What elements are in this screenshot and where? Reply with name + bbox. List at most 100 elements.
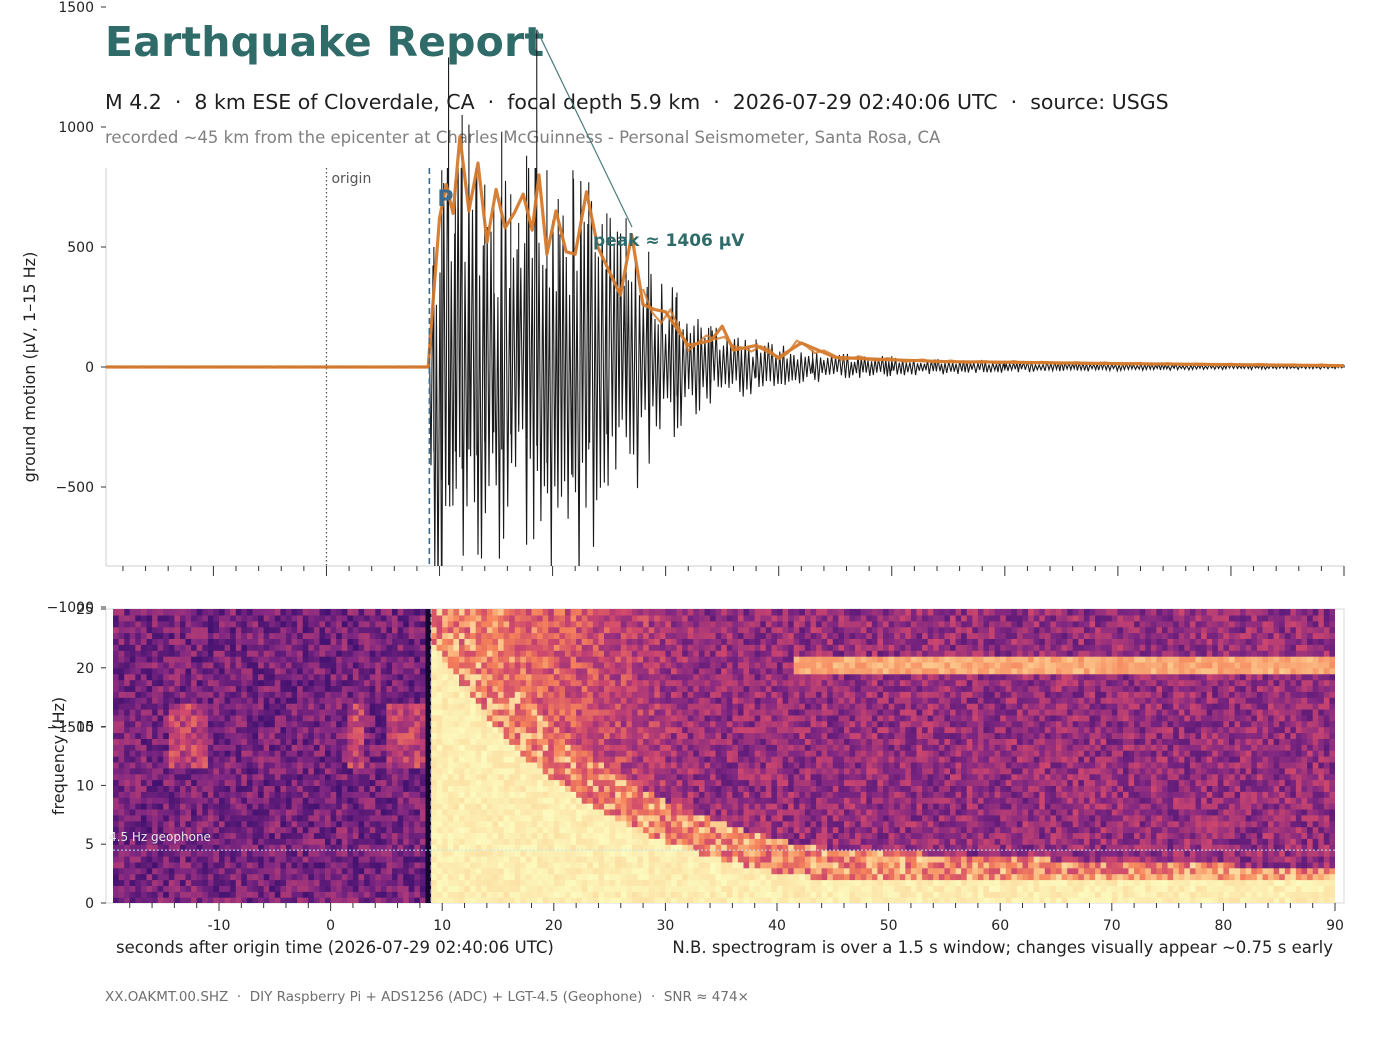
spectrogram-cell — [592, 826, 600, 834]
spectrogram-cell — [118, 732, 125, 739]
spectrogram-cell — [615, 844, 622, 851]
spectrogram-cell — [520, 709, 527, 716]
spectrogram-cell — [330, 614, 337, 622]
spectrogram-cell — [180, 797, 187, 804]
spectrogram-cell — [587, 632, 594, 639]
spectrogram-cell — [336, 897, 343, 903]
spectrogram-cell — [442, 720, 449, 728]
spectrogram-cell — [542, 756, 549, 763]
spectrogram-cell — [246, 638, 254, 645]
spectrogram-cell — [626, 820, 633, 828]
spectrogram-cell — [241, 638, 248, 645]
spectrogram-cell — [408, 726, 415, 734]
spectrogram-cell — [425, 891, 432, 898]
spectrogram-cell — [403, 756, 410, 763]
spectrogram-cell — [414, 626, 421, 634]
spectrogram-cell — [274, 656, 281, 663]
spectrogram-cell — [224, 732, 231, 739]
spectrogram-cell — [470, 656, 477, 663]
spectrogram-cell — [224, 879, 231, 886]
spectrogram-cell — [375, 761, 382, 769]
spectrogram-cell — [492, 844, 499, 851]
spectrogram-cell — [431, 797, 438, 804]
spectrogram-cell — [375, 773, 382, 781]
spectrogram-cell — [202, 679, 209, 687]
spectrogram-cell — [587, 791, 594, 798]
spectrogram-cell — [520, 826, 527, 834]
spectrogram-cell — [219, 803, 226, 810]
spectrogram-cell — [453, 656, 460, 663]
spectrogram-cell — [280, 826, 287, 834]
spectrogram-cell — [520, 797, 527, 804]
spectrogram-cell — [341, 785, 348, 792]
spectrogram-cell — [241, 856, 248, 863]
spectrogram-cell — [386, 673, 393, 681]
spectrogram-cell — [297, 761, 304, 769]
spectrogram-cell — [447, 861, 454, 869]
spectrogram-cell — [146, 873, 153, 881]
spectrogram-cell — [626, 867, 633, 875]
spectrogram-cell — [576, 873, 583, 881]
spectrogram-cell — [436, 714, 443, 722]
spectrogram-cell — [392, 803, 399, 810]
spectrogram-cell — [319, 626, 326, 634]
spectrogram-cell — [576, 656, 583, 663]
spectrogram-cell — [336, 891, 343, 898]
spectrogram-cell — [213, 767, 220, 775]
spectrogram-cell — [185, 844, 192, 851]
spectrogram-cell — [146, 891, 153, 898]
spectrogram-cell — [459, 691, 466, 698]
spectrogram-cell — [392, 750, 399, 757]
spectrogram-cell — [274, 873, 281, 881]
spectrogram-cell — [492, 820, 499, 828]
spectrogram-cell — [274, 661, 281, 669]
spectrogram-cell — [592, 661, 600, 669]
spectrogram-cell — [375, 685, 382, 692]
spectrogram-cell — [615, 638, 622, 645]
spectrogram-cell — [358, 620, 365, 628]
spectrogram-cell — [347, 609, 354, 616]
spectrogram-cell — [180, 709, 187, 716]
spectrogram-cell — [297, 791, 304, 798]
spectrogram-cell — [341, 791, 348, 798]
spectrogram-cell — [620, 779, 627, 786]
spectrogram-cell — [375, 844, 382, 851]
spectrogram-cell — [325, 726, 332, 734]
spectrogram-cell — [459, 626, 466, 634]
spectrogram-cell — [358, 656, 365, 663]
spectrogram-cell — [330, 726, 337, 734]
spectrogram-cell — [475, 826, 482, 834]
spectrogram-cell — [419, 638, 427, 645]
spectrogram-cell — [369, 650, 376, 657]
spectrogram-cell — [191, 867, 198, 875]
spectrogram-cell — [598, 838, 605, 845]
spectrogram-cell — [263, 609, 270, 616]
spectrogram-cell — [631, 803, 639, 810]
spectrogram-cell — [174, 867, 181, 875]
spectrogram-cell — [380, 720, 387, 728]
spectrogram-cell — [537, 797, 544, 804]
spectrogram-cell — [531, 620, 538, 628]
spectrogram-cell — [174, 773, 181, 781]
spectrogram-cell — [280, 738, 287, 745]
spectrogram-cell — [252, 703, 259, 710]
spectrogram-cell — [219, 797, 226, 804]
spectrogram-cell — [637, 697, 644, 704]
spectrogram-cell — [431, 679, 438, 687]
spectrogram-cell — [604, 709, 611, 716]
spectrogram-cell — [620, 850, 627, 857]
spectrogram-cell — [643, 732, 650, 739]
spectrogram-cell — [464, 844, 471, 851]
spectrogram-cell — [129, 797, 136, 804]
spectrogram-cell — [609, 691, 616, 698]
spectrogram-cell — [129, 879, 136, 886]
spectrogram-cell — [269, 644, 276, 651]
spectrogram-cell — [140, 714, 148, 722]
spectrogram-cell — [459, 720, 466, 728]
spectrogram-cell — [241, 767, 248, 775]
spectrogram-cell — [581, 814, 588, 822]
spectrogram-cell — [286, 661, 293, 669]
spectrogram-cell — [481, 673, 488, 681]
spectrogram-cell — [397, 691, 404, 698]
spectrogram-cell — [174, 632, 181, 639]
